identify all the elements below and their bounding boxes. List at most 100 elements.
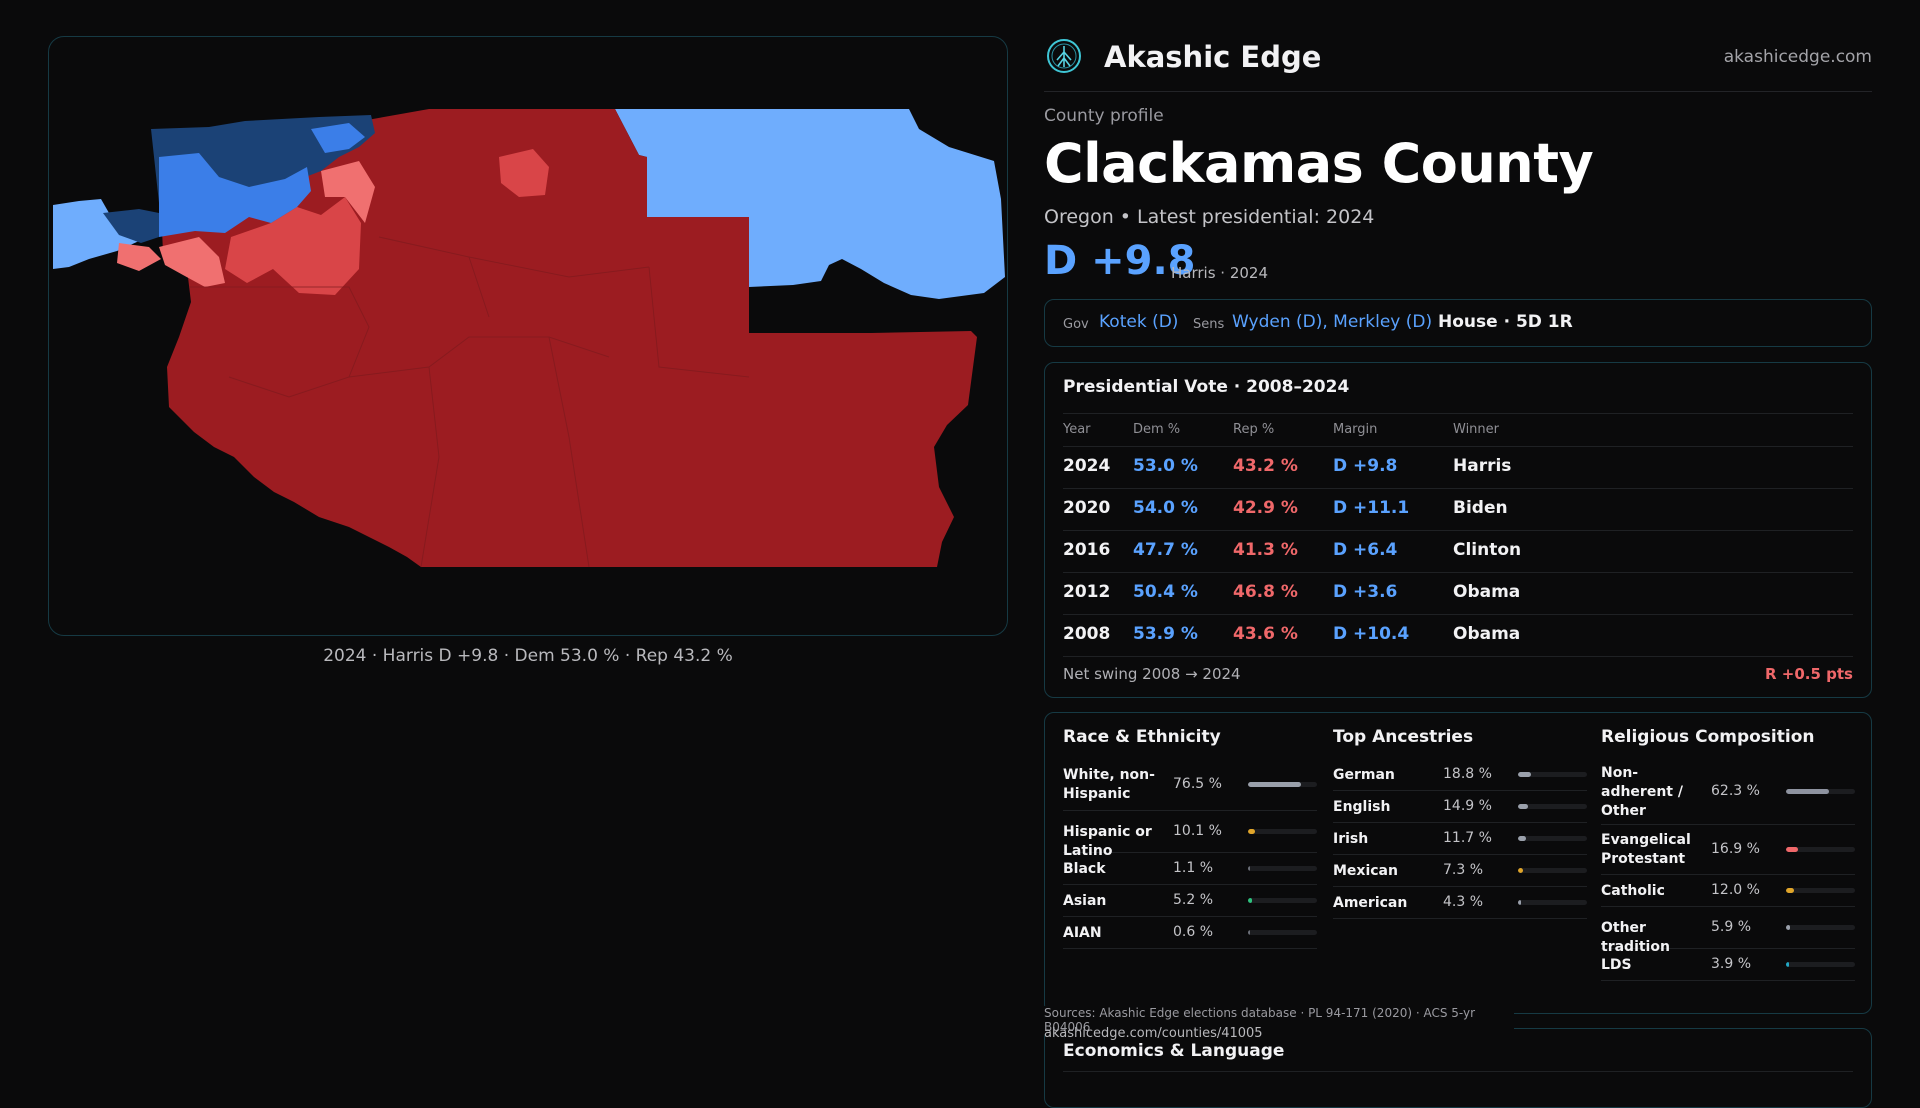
sources-url[interactable]: akashicedge.com/counties/41005	[1044, 1026, 1263, 1041]
ancestry-value: 4.3 %	[1443, 894, 1484, 910]
precinct-map-svg	[53, 109, 1005, 568]
map-region-east	[615, 109, 1005, 299]
race-bar-fill	[1248, 866, 1250, 871]
gov-value[interactable]: Kotek (D)	[1099, 312, 1179, 332]
race-bar-fill	[1248, 782, 1301, 787]
county-subtitle: Oregon • Latest presidential: 2024	[1044, 206, 1375, 228]
cell-dem: 53.9 %	[1133, 624, 1198, 644]
race-value: 76.5 %	[1173, 776, 1222, 792]
table-header: Year Dem % Rep % Margin Winner	[1063, 413, 1853, 447]
swing-value: R +0.5 pts	[1765, 665, 1853, 683]
religion-bar-fill	[1786, 789, 1829, 794]
ancestry-bar	[1518, 836, 1587, 841]
sens-value[interactable]: Wyden (D), Merkley (D)	[1232, 312, 1433, 332]
race-value: 0.6 %	[1173, 924, 1214, 940]
cell-rep: 46.8 %	[1233, 582, 1298, 602]
demographics-card: Race & Ethnicity White, non-Hispanic 76.5…	[1044, 712, 1872, 1014]
religion-bar-fill	[1786, 847, 1798, 852]
ancestry-label: Irish	[1333, 830, 1369, 847]
religion-row: Evangelical Protestant 16.9 %	[1601, 825, 1855, 875]
ancestry-bar	[1518, 772, 1587, 777]
religion-label: Catholic	[1601, 882, 1665, 899]
religion-value: 16.9 %	[1711, 841, 1760, 857]
economics-title: Economics & Language	[1063, 1041, 1285, 1061]
tree-of-life-icon	[1047, 39, 1081, 73]
brand-header: Akashic Edge akashicedge.com	[1044, 36, 1872, 92]
precinct-map[interactable]	[48, 36, 1008, 636]
ancestry-bar	[1518, 804, 1587, 809]
latest-margin: D +9.8	[1044, 238, 1196, 284]
race-bar	[1248, 930, 1317, 935]
map-region-west-dark	[103, 209, 159, 243]
religion-bar	[1786, 847, 1855, 852]
cell-margin: D +3.6	[1333, 582, 1398, 602]
ancestry-row: German 18.8 %	[1333, 759, 1587, 791]
race-value: 10.1 %	[1173, 823, 1222, 839]
ancestry-label: German	[1333, 766, 1395, 783]
race-row: AIAN 0.6 %	[1063, 917, 1317, 949]
table-row[interactable]: 2024 53.0 % 43.2 % D +9.8 Harris	[1063, 447, 1853, 489]
race-label: Black	[1063, 860, 1106, 877]
race-title: Race & Ethnicity	[1063, 727, 1221, 747]
race-column: Race & Ethnicity White, non-Hispanic 76.5…	[1063, 713, 1317, 1013]
ancestry-bar-fill	[1518, 900, 1521, 905]
cell-winner: Obama	[1453, 582, 1521, 602]
religion-value: 5.9 %	[1711, 919, 1752, 935]
house-value: House · 5D 1R	[1438, 312, 1573, 332]
religion-label: LDS	[1601, 956, 1632, 973]
cell-winner: Obama	[1453, 624, 1521, 644]
religion-row: LDS 3.9 %	[1601, 949, 1855, 981]
religion-row: Non-adherent / Other 62.3 %	[1601, 759, 1855, 825]
cell-winner: Clinton	[1453, 540, 1522, 560]
latest-margin-note: Harris · 2024	[1171, 264, 1269, 282]
cell-rep: 43.6 %	[1233, 624, 1298, 644]
religion-value: 62.3 %	[1711, 783, 1760, 799]
map-region-blue-mid	[159, 153, 311, 237]
table-row[interactable]: 2008 53.9 % 43.6 % D +10.4 Obama	[1063, 615, 1853, 657]
ancestry-value: 18.8 %	[1443, 766, 1492, 782]
map-region-red-light	[159, 237, 225, 287]
religion-bar	[1786, 888, 1855, 893]
cell-year: 2016	[1063, 540, 1111, 560]
religion-label: Non-adherent / Other	[1601, 764, 1683, 819]
race-bar-fill	[1248, 829, 1255, 834]
table-row[interactable]: 2020 54.0 % 42.9 % D +11.1 Biden	[1063, 489, 1853, 531]
ancestry-bar-fill	[1518, 772, 1531, 777]
brand-url[interactable]: akashicedge.com	[1723, 47, 1872, 67]
map-region-west-red	[117, 243, 161, 271]
ancestry-bar	[1518, 900, 1587, 905]
col-margin: Margin	[1333, 422, 1378, 437]
profile-panel: Akashic Edge akashicedge.com County prof…	[1044, 0, 1872, 1108]
ancestry-label: American	[1333, 894, 1408, 911]
religion-row: Catholic 12.0 %	[1601, 875, 1855, 907]
cell-year: 2012	[1063, 582, 1111, 602]
page-eyebrow: County profile	[1044, 106, 1164, 126]
cell-dem: 50.4 %	[1133, 582, 1198, 602]
brand-name: Akashic Edge	[1104, 40, 1322, 74]
precinct-lines	[189, 236, 750, 568]
cell-winner: Harris	[1453, 456, 1512, 476]
ancestry-value: 7.3 %	[1443, 862, 1484, 878]
ancestry-column: Top Ancestries German 18.8 % English 14.9 %…	[1333, 713, 1587, 1013]
map-region-red-light-2	[321, 161, 375, 223]
religion-label: Evangelical Protestant	[1601, 832, 1691, 867]
presidential-title: Presidential Vote · 2008–2024	[1063, 377, 1350, 397]
race-row: Black 1.1 %	[1063, 853, 1317, 885]
cell-margin: D +10.4	[1333, 624, 1410, 644]
religion-row: Other tradition 5.9 %	[1601, 907, 1855, 955]
ancestry-label: English	[1333, 798, 1391, 815]
religion-bar-fill	[1786, 925, 1790, 930]
race-bar-fill	[1248, 898, 1252, 903]
race-bar	[1248, 782, 1317, 787]
col-rep: Rep %	[1233, 422, 1275, 437]
table-row[interactable]: 2012 50.4 % 46.8 % D +3.6 Obama	[1063, 573, 1853, 615]
ancestry-label: Mexican	[1333, 862, 1398, 879]
ancestry-row: American 4.3 %	[1333, 887, 1587, 919]
map-region-red-mid-2	[499, 149, 549, 197]
race-row: Asian 5.2 %	[1063, 885, 1317, 917]
religion-bar	[1786, 925, 1855, 930]
race-bar	[1248, 866, 1317, 871]
religion-bar-fill	[1786, 888, 1794, 893]
table-row[interactable]: 2016 47.7 % 41.3 % D +6.4 Clinton	[1063, 531, 1853, 573]
cell-year: 2020	[1063, 498, 1111, 518]
